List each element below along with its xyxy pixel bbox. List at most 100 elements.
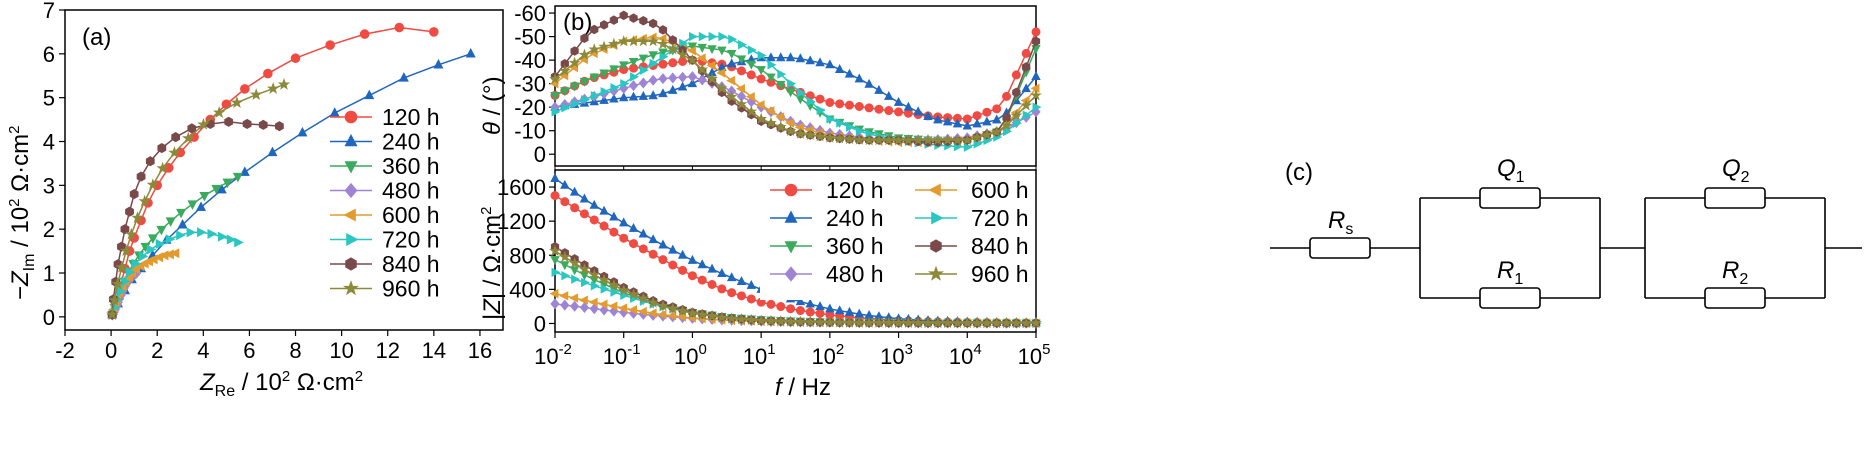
panel-b-bottom-point-960h	[853, 316, 866, 328]
legend-a-label-480h: 480 h	[382, 178, 440, 204]
panel-b-top-point-240h	[893, 96, 904, 106]
panel-a-x-tick-label: 6	[243, 338, 255, 363]
panel-b-top-point-480h	[668, 72, 678, 84]
panel-b-top-point-240h	[726, 58, 737, 68]
panel-b-top-point-720h	[836, 118, 846, 128]
panel-a-point-720h	[207, 228, 217, 239]
panel-a-point-840h	[157, 143, 167, 154]
panel-a-point-720h	[138, 251, 149, 262]
panel-a-point-600h	[169, 248, 180, 259]
panel-b-bottom-point-120h	[805, 307, 815, 317]
panel-b-top-point-960h	[666, 43, 679, 55]
panel-b-bottom-y-tick-label: 800	[509, 243, 546, 268]
panel-a-point-720h	[131, 258, 142, 269]
panel-b: (b) -60-50-40-30-20-100 0400800120016001…	[478, 1, 1050, 401]
panel-b-top-point-960h	[696, 63, 709, 75]
panel-b-bottom-point-120h	[766, 299, 776, 309]
legend-b-marker-240h	[784, 210, 798, 223]
panel-b-top-point-960h	[784, 124, 797, 137]
panel-a-y-tick-label: 5	[43, 86, 55, 111]
panel-b-top-point-120h	[668, 58, 678, 68]
panel-b-bottom-point-960h	[666, 302, 679, 314]
panel-b-bottom-point-960h	[549, 244, 561, 256]
resistor-rs	[1309, 237, 1371, 259]
panel-b-top-point-240h	[599, 94, 609, 104]
panel-b-bottom-point-240h	[746, 279, 757, 289]
panel-a-y-tick-label: 2	[43, 217, 55, 242]
panel-b-bottom-point-120h	[619, 233, 629, 243]
panel-b-top-y-tick-label: -40	[514, 48, 546, 73]
panel-b-top-point-360h	[638, 54, 649, 64]
panel-c-circuit	[1270, 187, 1862, 309]
panel-b-top-point-960h	[804, 128, 817, 141]
panel-a-point-360h	[165, 217, 176, 227]
panel-b-top-point-960h	[794, 127, 807, 139]
panel-b-top-y-axis-label: θ / (°)	[479, 76, 506, 135]
panel-a-point-360h	[211, 184, 222, 195]
panel-a-point-360h	[199, 191, 210, 202]
panel-b-top-point-600h	[716, 68, 726, 78]
panel-b-bottom-point-600h	[618, 303, 628, 313]
panel-b-top-point-360h	[599, 69, 609, 79]
panel-b-top-point-840h	[590, 24, 599, 35]
panel-b-top-point-720h	[620, 78, 630, 89]
panel-a-point-120h	[359, 29, 370, 39]
panel-b-top-point-120h	[658, 59, 668, 69]
panel-b-top-point-960h	[863, 133, 875, 146]
panel-a-point-960h	[111, 277, 124, 290]
panel-b-top-point-960h	[676, 48, 689, 60]
panel-b-top-point-480h	[678, 71, 688, 83]
panel-a-point-120h	[263, 68, 273, 79]
panel-b-bottom-point-240h	[677, 249, 688, 259]
panel-b-top-point-960h	[608, 37, 620, 49]
panel-a-point-240h	[433, 58, 444, 69]
panel-b-top-point-240h	[668, 84, 678, 94]
panel-b-top-point-960h	[745, 105, 758, 117]
panel-b-bottom-point-120h	[727, 288, 737, 298]
panel-b-bottom-point-600h	[637, 306, 647, 317]
panel-a-point-120h	[240, 84, 250, 94]
panel-b-top-point-720h	[561, 103, 571, 113]
panel-b-top-point-600h	[765, 106, 775, 116]
resistor-r1	[1479, 287, 1541, 309]
panel-b-top-point-240h	[884, 90, 894, 100]
panel-b-bottom-point-120h	[589, 215, 599, 225]
panel-b-bottom-point-600h	[657, 309, 667, 320]
legend-b-marker-840h	[930, 239, 942, 253]
panel-b-x-tick-label: 102	[811, 341, 844, 369]
panel-b-top-point-240h	[628, 91, 639, 101]
panel-a-x-tick-label: 8	[289, 338, 301, 363]
panel-b-bottom-point-120h	[668, 260, 678, 270]
panel-b-bottom-point-240h	[717, 268, 727, 277]
panel-a-y-axis-label: −ZIm / 102 Ω·cm2	[6, 126, 38, 300]
panel-b-top-point-960h	[931, 133, 944, 146]
panel-b-top-point-120h	[746, 70, 756, 80]
legend-b-label-720h: 720 h	[971, 205, 1029, 231]
panel-b-bottom-point-120h	[550, 191, 560, 201]
panel-b-top-point-120h	[756, 74, 766, 84]
legend-b-marker-600h	[928, 183, 941, 197]
panel-a-y-tick-label: 4	[43, 130, 55, 155]
panel-a-point-360h	[176, 208, 187, 219]
panel-b-top-point-600h	[794, 122, 804, 133]
panel-b-x-tick-label: 101	[743, 341, 776, 369]
panel-b-bottom-point-960h	[833, 316, 846, 328]
panel-b-top-point-480h	[697, 74, 707, 86]
panel-b-bottom-point-240h	[668, 244, 678, 254]
panel-b-top-point-840h	[658, 25, 668, 35]
panel-b-bottom-point-960h	[843, 316, 856, 328]
panel-b-top-point-960h	[873, 133, 885, 146]
panel-b-bottom-point-240h	[579, 193, 590, 203]
panel-b-bottom-point-960h	[657, 299, 669, 311]
panel-a-y-tick-label: 1	[43, 261, 55, 286]
panel-b-bottom-point-960h	[558, 250, 571, 263]
panel-a-point-840h	[274, 121, 284, 132]
panel-b-bottom-point-600h	[588, 297, 598, 307]
panel-b-bottom-point-120h	[678, 265, 688, 275]
panel-a-point-840h	[136, 171, 146, 182]
panel-a-point-960h	[168, 146, 181, 159]
panel-b-top-point-240h	[815, 57, 825, 67]
